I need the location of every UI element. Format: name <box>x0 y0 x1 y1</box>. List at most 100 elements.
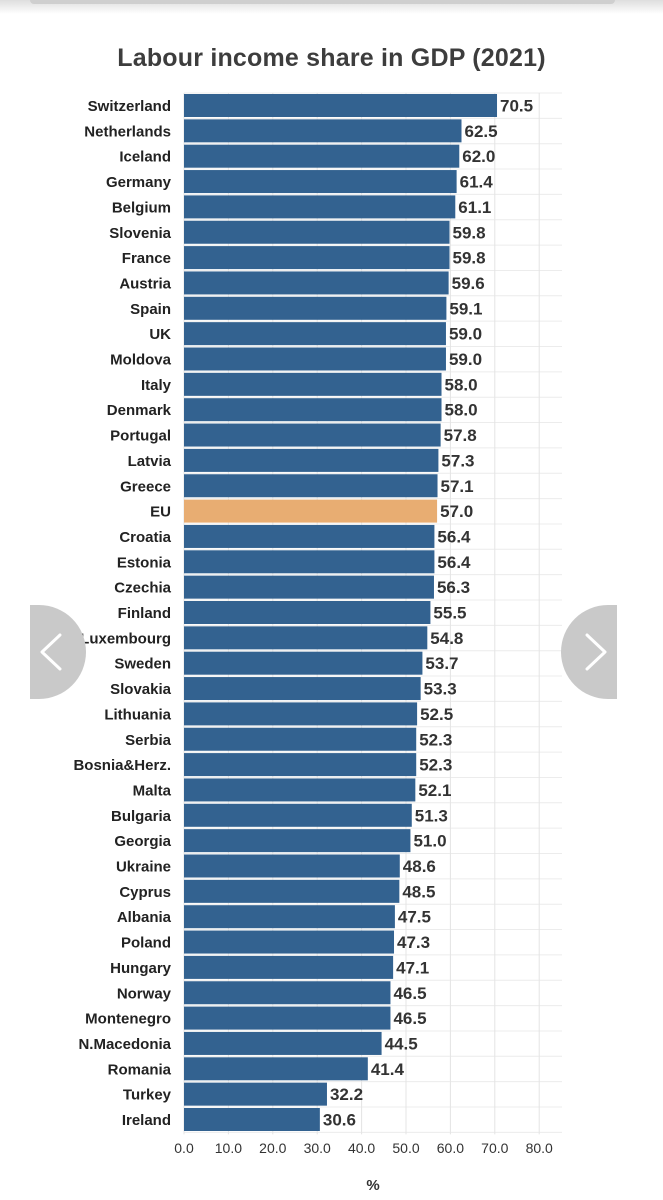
value-label: 47.1 <box>396 958 429 977</box>
value-label: 51.0 <box>413 832 446 851</box>
bar <box>184 524 435 548</box>
x-tick-label: 0.0 <box>174 1140 194 1156</box>
value-label: 59.8 <box>453 249 486 268</box>
bar <box>184 854 400 878</box>
bar <box>184 626 428 650</box>
category-label: Bosnia&Herz. <box>73 757 171 774</box>
value-label: 59.1 <box>449 299 482 318</box>
value-label: 57.0 <box>440 502 473 521</box>
bar <box>184 448 439 472</box>
value-label: 53.3 <box>424 680 457 699</box>
bar <box>184 601 431 624</box>
value-label: 56.3 <box>437 578 470 597</box>
bar <box>184 195 456 219</box>
x-tick-label: 80.0 <box>526 1140 553 1156</box>
chevron-left-icon <box>40 633 62 671</box>
value-label: 52.5 <box>420 705 453 724</box>
bar <box>184 981 391 1005</box>
category-label: Luxembourg <box>80 630 171 647</box>
category-label: Norway <box>117 985 172 1002</box>
bar <box>184 271 449 295</box>
bar <box>184 322 446 346</box>
x-tick-label: 30.0 <box>304 1140 331 1156</box>
value-label: 59.8 <box>453 223 486 242</box>
category-label: Iceland <box>119 149 171 166</box>
bar <box>184 296 447 320</box>
category-label: Portugal <box>110 428 171 445</box>
category-label: Malta <box>133 782 172 799</box>
category-label: UK <box>149 326 171 343</box>
next-button[interactable] <box>561 605 617 699</box>
value-label: 61.4 <box>460 173 494 192</box>
value-label: 47.3 <box>397 933 430 952</box>
bar <box>184 347 446 371</box>
category-label: Ukraine <box>116 859 171 876</box>
value-label: 53.7 <box>425 654 458 673</box>
value-label: 30.6 <box>323 1111 356 1130</box>
bar <box>184 1082 327 1106</box>
bar <box>184 677 421 701</box>
bar <box>184 727 417 751</box>
bar <box>184 119 462 143</box>
bar-highlight <box>184 499 438 523</box>
value-label: 41.4 <box>371 1060 405 1079</box>
bar <box>184 170 457 194</box>
value-label: 52.3 <box>419 756 452 775</box>
bar <box>184 778 416 802</box>
x-tick-label: 60.0 <box>437 1140 464 1156</box>
value-label: 58.0 <box>445 401 478 420</box>
category-label: Slovakia <box>110 681 172 698</box>
bar <box>184 1006 391 1030</box>
category-label: N.Macedonia <box>78 1036 171 1053</box>
chevron-right-icon <box>585 633 607 671</box>
bar <box>184 575 434 599</box>
bar <box>184 94 498 117</box>
category-label: Switzerland <box>88 98 171 115</box>
category-label: Austria <box>119 275 171 292</box>
bar <box>184 651 423 675</box>
bar <box>184 372 442 396</box>
category-label: Estonia <box>117 554 172 571</box>
category-labels: Switzerland Netherlands Iceland Germany Belg… <box>73 98 171 1129</box>
bar <box>184 423 441 447</box>
category-label: Turkey <box>123 1087 172 1104</box>
category-label: Moldova <box>110 352 171 369</box>
bar <box>184 550 435 574</box>
value-label: 62.5 <box>465 122 498 141</box>
category-label: Georgia <box>114 833 171 850</box>
bar <box>184 1057 368 1081</box>
category-label: Greece <box>120 478 171 495</box>
category-label: Romania <box>108 1061 172 1078</box>
x-tick-label: 20.0 <box>259 1140 286 1156</box>
x-tick-label: 50.0 <box>392 1140 419 1156</box>
value-label: 58.0 <box>445 375 478 394</box>
previous-button[interactable] <box>30 605 86 699</box>
category-label: Poland <box>121 935 171 952</box>
value-label: 61.1 <box>458 198 491 217</box>
value-label: 52.3 <box>419 730 452 749</box>
value-label: 48.5 <box>402 882 435 901</box>
x-tick-label: 70.0 <box>481 1140 508 1156</box>
category-label: Denmark <box>107 402 172 419</box>
category-label: Croatia <box>119 529 171 546</box>
category-label: Latvia <box>128 453 172 470</box>
value-label: 56.4 <box>437 553 471 572</box>
value-label: 54.8 <box>430 629 463 648</box>
value-label: 32.2 <box>330 1085 363 1104</box>
category-label: Albania <box>117 909 172 926</box>
category-label: Ireland <box>122 1112 171 1129</box>
category-label: Slovenia <box>109 225 171 242</box>
value-labels: 70.562.5 62.0 61.4 61.1 59.8 59.8 59.6 59.1 59.0… <box>323 97 533 1130</box>
bars <box>184 94 498 1131</box>
bar <box>184 246 450 270</box>
bar <box>184 803 412 827</box>
value-label: 46.5 <box>393 1009 426 1028</box>
value-label: 57.3 <box>441 451 474 470</box>
bar <box>184 753 417 777</box>
category-label: Netherlands <box>84 123 171 140</box>
category-label: Belgium <box>112 199 171 216</box>
value-label: 59.0 <box>449 350 482 369</box>
bar <box>184 1031 382 1055</box>
category-label: Sweden <box>114 656 171 673</box>
